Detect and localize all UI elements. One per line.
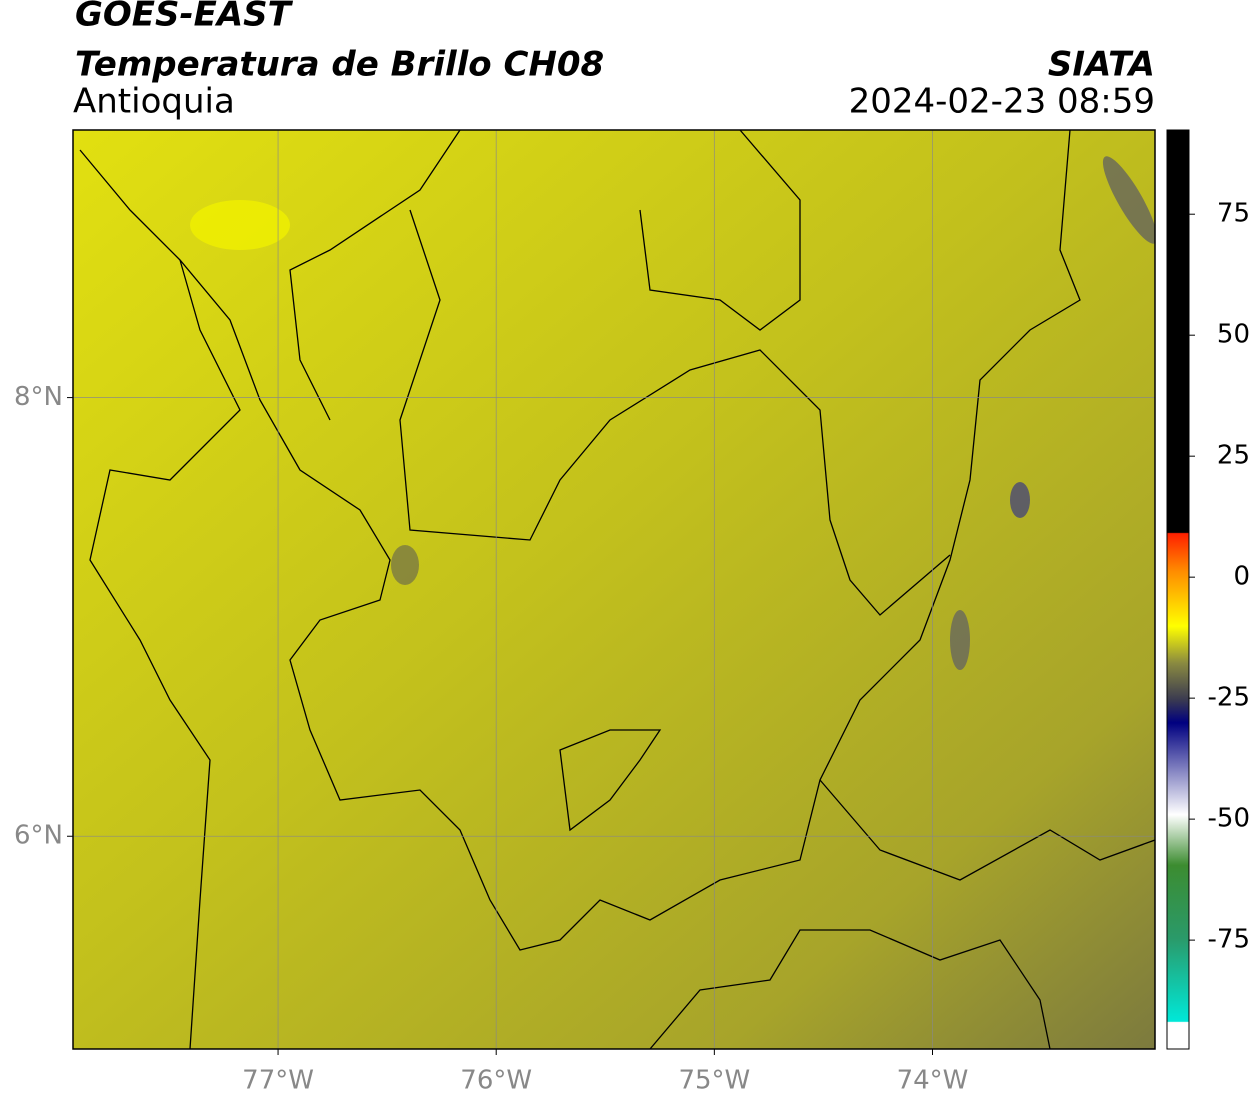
boundary — [79, 130, 1081, 951]
boundary — [89, 259, 241, 1049]
colorbar-tick-label: -75 — [1208, 925, 1250, 955]
x-tick-label: 76°W — [460, 1066, 532, 1096]
colorbar-tick-label: 50 — [1217, 320, 1250, 350]
coastline — [289, 130, 461, 421]
boundary — [399, 209, 951, 616]
boundary — [559, 729, 662, 832]
y-tick-label: 8°N — [14, 382, 63, 412]
colorbar-tick-label: 75 — [1217, 199, 1250, 229]
colorbar-tick-label: -50 — [1208, 804, 1250, 834]
boundary — [819, 779, 1155, 881]
cold-patch — [1102, 156, 1155, 244]
boundary — [639, 130, 801, 331]
boundary — [649, 929, 1051, 1049]
colorbar-tick-label: -25 — [1208, 683, 1250, 713]
x-tick-label: 77°W — [242, 1066, 314, 1096]
colorbar-tick-label: 25 — [1217, 441, 1250, 471]
x-tick-label: 75°W — [678, 1066, 750, 1096]
datetime: 2024-02-23 08:59 — [849, 82, 1155, 122]
brightness-field — [73, 130, 1155, 1049]
cold-patch — [950, 610, 970, 670]
title: GOES-EAST — [75, 0, 294, 35]
source: SIATA — [1048, 45, 1155, 85]
cold-patch — [391, 545, 419, 585]
x-tick-label: 74°W — [897, 1066, 969, 1096]
subtitle: Temperatura de Brillo CH08 — [75, 45, 604, 85]
colorbar — [1166, 129, 1190, 1050]
map-frame — [72, 129, 1156, 1050]
y-tick-label: 6°N — [14, 821, 63, 851]
map-area — [73, 130, 1155, 1049]
colorbar-tick-label: 0 — [1233, 562, 1250, 592]
warm-patch — [190, 200, 290, 250]
region: Antioquia — [73, 82, 235, 122]
cold-patch — [1010, 482, 1030, 518]
